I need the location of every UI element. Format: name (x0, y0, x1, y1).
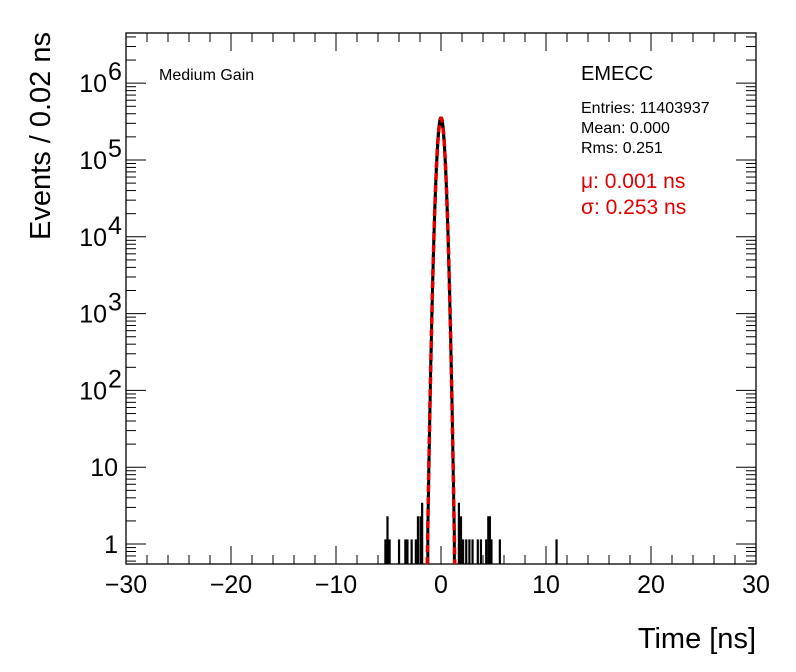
histogram-tail-bin (498, 539, 501, 564)
x-tick-label: 10 (532, 571, 560, 599)
histogram-tail-bin (414, 539, 417, 564)
gain-label: Medium Gain (159, 67, 254, 84)
histogram-tail-bin (471, 539, 474, 564)
x-tick-label: −30 (105, 571, 147, 599)
histogram-tail-bin (479, 539, 483, 564)
y-tick-exponent: 6 (108, 58, 122, 86)
y-tick-label: 10 (79, 224, 107, 252)
x-tick-label: 0 (434, 571, 448, 599)
x-axis-title: Time [ns] (638, 623, 756, 655)
entries-stat: Entries: 11403937 (581, 100, 710, 117)
y-tick-label: 10 (79, 377, 107, 405)
histogram-tail-bin (406, 539, 409, 564)
y-tick-exponent: 5 (108, 135, 122, 163)
y-tick-label: 10 (90, 454, 118, 482)
x-tick-label: −10 (315, 571, 357, 599)
histogram-tail-bin (487, 516, 490, 564)
histogram-tail-bin (386, 516, 389, 564)
histogram-tail-bin (419, 516, 422, 564)
x-tick-label: 30 (742, 571, 770, 599)
x-tick-labels: −30 −20 −10 0 10 20 30 (105, 571, 770, 599)
histogram-tail-bin (476, 539, 479, 564)
histogram-tail-bin (465, 539, 468, 564)
histogram-tail-bin (485, 539, 488, 564)
y-tick-exponent: 3 (108, 289, 122, 317)
histogram-tail-bin (388, 539, 391, 564)
y-tick-label: 1 (104, 531, 118, 559)
rms-stat: Rms: 0.251 (581, 140, 663, 157)
mean-stat: Mean: 0.000 (581, 120, 670, 137)
histogram-tail-bin (490, 539, 493, 564)
y-tick-exponent: 2 (108, 365, 122, 393)
histogram-tail-bin (462, 539, 465, 564)
histogram-tail-bin (468, 539, 471, 564)
histogram-tail-bin (416, 516, 420, 564)
histogram-series (384, 116, 558, 565)
y-axis-title: Events / 0.02 ns (25, 32, 57, 240)
histogram-tail-bin (488, 516, 491, 564)
histogram-tail-bin (555, 539, 558, 564)
histogram-tail-bin (384, 539, 387, 564)
axes-frame (125, 32, 757, 565)
x-tick-label: −20 (210, 571, 252, 599)
histogram-tail-bin (410, 539, 413, 564)
fit-sigma-label: σ: 0.253 ns (581, 196, 686, 219)
x-tick-label: 20 (637, 571, 665, 599)
y-tick-label: 10 (79, 147, 107, 175)
histogram-tail-bin (397, 539, 401, 564)
y-tick-label: 10 (79, 301, 107, 329)
histogram-tail-bin (404, 539, 407, 564)
detector-label: EMECC (581, 63, 653, 85)
gaussian-fit-series (425, 116, 457, 565)
histogram-tail-bin (421, 502, 424, 564)
fit-mu-label: μ: 0.001 ns (581, 170, 685, 193)
histogram-tail-bin (459, 516, 463, 564)
histogram-tail-bin (457, 502, 460, 564)
y-tick-label: 10 (79, 70, 107, 98)
fit-curve (425, 116, 457, 565)
y-tick-exponent: 4 (108, 212, 122, 240)
